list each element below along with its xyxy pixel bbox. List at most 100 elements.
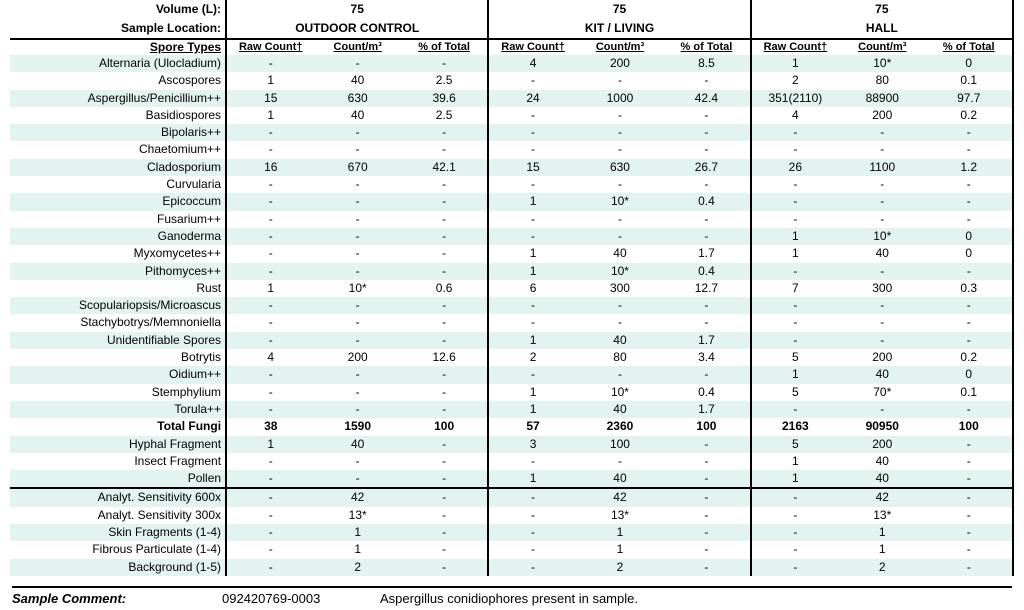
table-row: Analyt. Sensitivity 600x -42- -42- -42- xyxy=(10,487,1014,507)
pct-total-cell: - xyxy=(400,470,490,489)
raw-count-cell: - xyxy=(793,142,798,157)
pct-total-cell: - xyxy=(400,210,490,228)
pct-total-cell: 39.6 xyxy=(400,89,490,107)
results-table: Volume (L): 75 75 75 Sample Location: OU… xyxy=(10,0,1015,576)
count-m3-cell: 13* xyxy=(348,507,367,522)
raw-count-cell: - xyxy=(531,142,536,157)
count-m3-cell: 2360 xyxy=(606,419,634,434)
count-m3-cell: 40 xyxy=(875,453,889,468)
pct-total-cell: 1.7 xyxy=(663,400,752,419)
count-m3-cell: 10* xyxy=(610,384,629,399)
raw-count-cell: 1 xyxy=(488,331,577,350)
raw-count-cell: - xyxy=(268,177,273,192)
count-m3-cell: 13* xyxy=(610,507,629,522)
count-m3-cell: - xyxy=(576,124,664,142)
raw-count-cell: - xyxy=(793,211,798,226)
pct-total-cell: - xyxy=(663,452,752,471)
pct-total-cell: - xyxy=(400,541,490,559)
table-row: Botrytis 4 200 12.6 2 80 3.4 5 200 0.2 xyxy=(10,349,1014,367)
raw-count-cell: - xyxy=(793,177,798,192)
column-header-pct-total: % of Total xyxy=(400,38,490,55)
raw-count-cell: - xyxy=(531,177,536,192)
pct-total-cell: - xyxy=(663,124,752,142)
count-m3-cell: - xyxy=(880,177,885,192)
row-label: Ganoderma xyxy=(10,227,228,246)
count-m3-cell: - xyxy=(355,177,360,192)
raw-count-cell: 1 xyxy=(750,55,840,73)
count-m3-cell: 80 xyxy=(875,73,889,88)
pct-total-cell: - xyxy=(400,297,490,315)
raw-count-cell: - xyxy=(488,124,577,142)
raw-count-cell: 7 xyxy=(792,280,799,295)
pct-total-cell: - xyxy=(925,558,1014,576)
count-m3-cell: 90950 xyxy=(865,419,899,434)
count-m3-cell: 70* xyxy=(873,384,892,399)
raw-count-cell: 6 xyxy=(529,280,537,295)
row-label: Cladosporium xyxy=(10,158,228,177)
count-m3-cell: 10* xyxy=(576,193,664,211)
pct-total-cell: 100 xyxy=(663,418,752,436)
count-m3-cell: 2 xyxy=(576,558,664,576)
count-m3-cell: - xyxy=(355,384,360,399)
raw-count-cell: - xyxy=(268,507,273,522)
table-row: Background (1-5) -2- -2- -2- xyxy=(10,558,1014,576)
row-label: Total Fungi xyxy=(10,418,228,436)
table-row: Aspergillus/Penicillium++ 15 630 39.6 24 1000… xyxy=(10,89,1014,107)
row-label: Myxomycetes++ xyxy=(10,245,228,263)
row-label: Alternaria (Ulocladium) xyxy=(10,55,228,73)
raw-count-cell: - xyxy=(226,487,315,507)
table-row: Fibrous Particulate (1-4) - 1 - - 1 - - 1 - xyxy=(10,541,1014,559)
count-m3-cell: 10* xyxy=(839,55,926,73)
pct-total-cell: - xyxy=(925,506,1014,525)
count-m3-cell: 40 xyxy=(613,246,627,261)
count-m3-cell: 40 xyxy=(576,470,664,489)
column-header-raw-count: Raw Count† xyxy=(488,38,577,55)
raw-count-cell: 57 xyxy=(526,419,540,434)
raw-count-cell: 4 xyxy=(267,350,275,365)
pct-total-cell: 2.5 xyxy=(400,106,490,125)
pct-total-cell: 0 xyxy=(925,245,1014,263)
count-m3-cell: - xyxy=(880,142,885,157)
row-label: Background (1-5) xyxy=(10,558,228,576)
count-m3-cell: 1 xyxy=(839,524,926,542)
raw-count-cell: - xyxy=(226,331,315,350)
raw-count-cell: 15 xyxy=(488,158,577,177)
count-m3-cell: - xyxy=(839,297,926,315)
pct-total-cell: 100 xyxy=(400,418,490,436)
table-row: Bipolaris++ - - - - - - - - - xyxy=(10,124,1014,142)
count-m3-cell: 670 xyxy=(314,158,401,177)
sample-comment-text: Aspergillus conidiophores present in sam… xyxy=(380,591,638,606)
table-row: Hyphal Fragment 1 40-3 100-5 200- xyxy=(10,435,1014,453)
pct-total-cell: - xyxy=(663,297,752,315)
table-row: Torula++ - - -1 40 1.7- - - xyxy=(10,400,1014,419)
pct-total-cell: - xyxy=(400,141,490,159)
count-m3-cell: 1 xyxy=(314,524,401,542)
raw-count-cell: - xyxy=(226,524,315,542)
pct-total-cell: - xyxy=(400,245,490,263)
pct-total-cell: - xyxy=(400,487,490,507)
row-label: Oidium++ xyxy=(10,366,228,384)
raw-count-cell: 2 xyxy=(792,73,799,88)
raw-count-cell: 1 xyxy=(267,73,275,88)
table-row: Pithomyces++ - - -1 10* 0.4- - - xyxy=(10,262,1014,280)
count-m3-cell: 10* xyxy=(576,262,664,280)
count-m3-cell: 1 xyxy=(354,542,362,557)
row-label: Pithomyces++ xyxy=(10,262,228,280)
row-label: Aspergillus/Penicillium++ xyxy=(10,89,228,107)
raw-count-cell: 16 xyxy=(226,158,315,177)
raw-count-cell: 1 xyxy=(488,470,577,489)
raw-count-cell: - xyxy=(531,315,536,330)
count-m3-cell: 42 xyxy=(576,487,664,507)
pct-total-cell: 42.4 xyxy=(663,89,752,107)
raw-count-cell: 26 xyxy=(750,158,840,177)
row-label: Bipolaris++ xyxy=(10,124,228,142)
spore-rows: Alternaria (Ulocladium) - - -4 200 8.5 1 10* 0 As… xyxy=(10,55,1014,489)
count-m3-cell: - xyxy=(355,142,360,157)
count-m3-cell: 88900 xyxy=(839,89,926,107)
row-label: Analyt. Sensitivity 600x xyxy=(10,487,228,507)
pct-total-cell: 2.5 xyxy=(400,72,490,90)
raw-count-cell: - xyxy=(268,211,273,226)
pct-total-cell: - xyxy=(663,72,752,90)
pct-total-cell: - xyxy=(663,106,752,125)
column-header-count-m3: Count/m³ xyxy=(839,38,926,55)
